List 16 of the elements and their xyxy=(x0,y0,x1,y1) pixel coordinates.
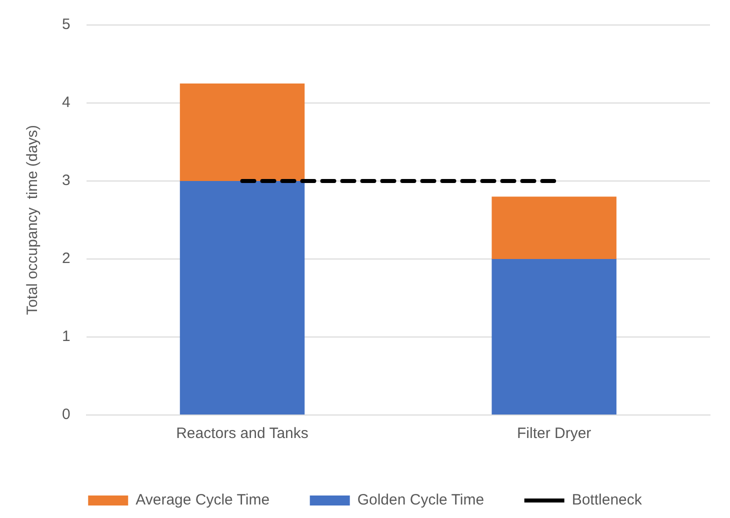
bar xyxy=(180,84,305,181)
y-axis-title: Total occupancy time (days) xyxy=(24,124,42,316)
y-tick-label: 1 xyxy=(62,328,70,346)
y-tick-label: 5 xyxy=(62,16,70,34)
y-tick-label: 2 xyxy=(62,250,70,268)
x-tick-label: Filter Dryer xyxy=(517,425,592,442)
y-tick-label: 3 xyxy=(62,172,70,190)
x-tick-label: Reactors and Tanks xyxy=(176,425,308,442)
y-tick-label: 0 xyxy=(62,406,70,424)
legend-label: Bottleneck xyxy=(572,492,642,509)
y-tick-label: 4 xyxy=(62,94,70,112)
bar xyxy=(180,181,305,414)
bar xyxy=(492,259,616,414)
legend-label: Average Cycle Time xyxy=(136,492,270,509)
bar xyxy=(492,196,616,259)
legend-label: Golden Cycle Time xyxy=(357,492,484,509)
